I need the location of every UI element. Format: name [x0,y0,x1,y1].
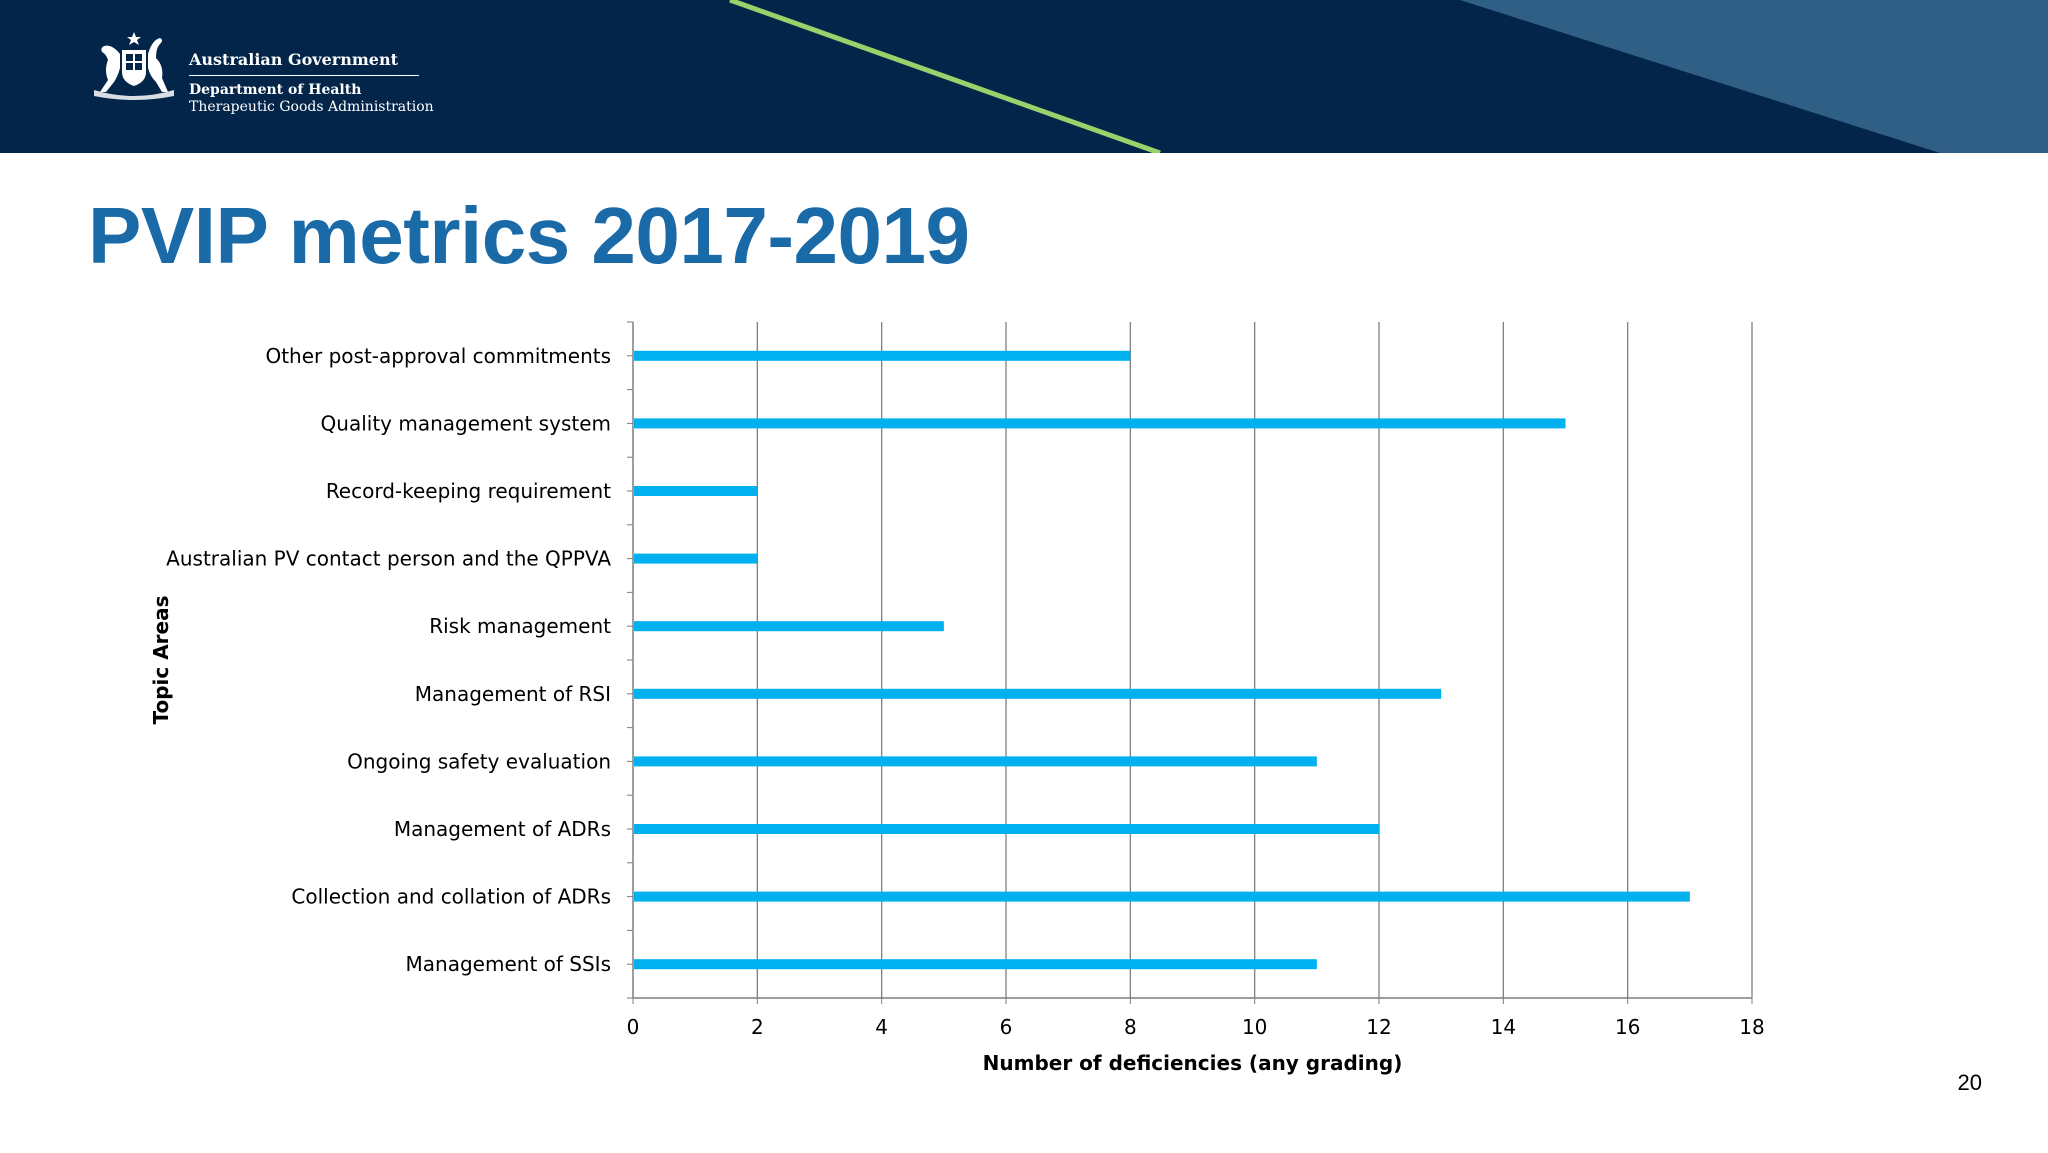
government-logo: Australian Government Department of Heal… [86,30,436,125]
category-label: Record-keeping requirement [326,479,611,503]
category-label: Collection and collation of ADRs [291,885,611,909]
agency-name: Therapeutic Goods Administration [189,98,434,115]
x-tick-label: 18 [1739,1015,1764,1039]
category-label: Australian PV contact person and the QPP… [166,547,611,571]
x-tick-label: 6 [1000,1015,1013,1039]
page-number: 20 [1957,1070,1982,1095]
header-background [0,0,2048,153]
category-label: Risk management [429,614,611,638]
y-axis-title: Topic Areas [149,595,173,724]
category-label: Management of ADRs [394,817,611,841]
x-tick-label: 0 [627,1015,640,1039]
bar [634,959,1317,970]
bar [634,621,944,632]
category-label: Ongoing safety evaluation [347,749,611,773]
bar [634,891,1690,902]
slide-title: PVIP metrics 2017-2019 [88,191,970,280]
category-label: Management of RSI [415,682,611,706]
x-tick-label: 14 [1491,1015,1516,1039]
category-label: Quality management system [321,411,611,435]
bar [634,824,1379,834]
bar [634,486,758,496]
x-tick-label: 2 [751,1015,764,1039]
x-tick-label: 4 [875,1015,888,1039]
bar [634,350,1131,361]
bar [634,756,1317,767]
x-tick-label: 8 [1124,1015,1137,1039]
x-tick-label: 16 [1615,1015,1640,1039]
bar [634,418,1566,429]
bar [634,553,758,564]
x-axis-title: Number of deficiencies (any grading) [983,1051,1403,1075]
bar [634,688,1442,699]
government-name: Australian Government [189,50,419,77]
category-label: Management of SSIs [406,952,611,976]
header-band: Australian Government Department of Heal… [0,0,2048,153]
category-label: Other post-approval commitments [265,344,611,368]
government-text: Australian Government Department of Heal… [189,50,434,116]
x-tick-label: 10 [1242,1015,1267,1039]
x-tick-label: 12 [1366,1015,1391,1039]
department-name: Department of Health [189,82,362,99]
coat-of-arms-icon [94,32,174,100]
